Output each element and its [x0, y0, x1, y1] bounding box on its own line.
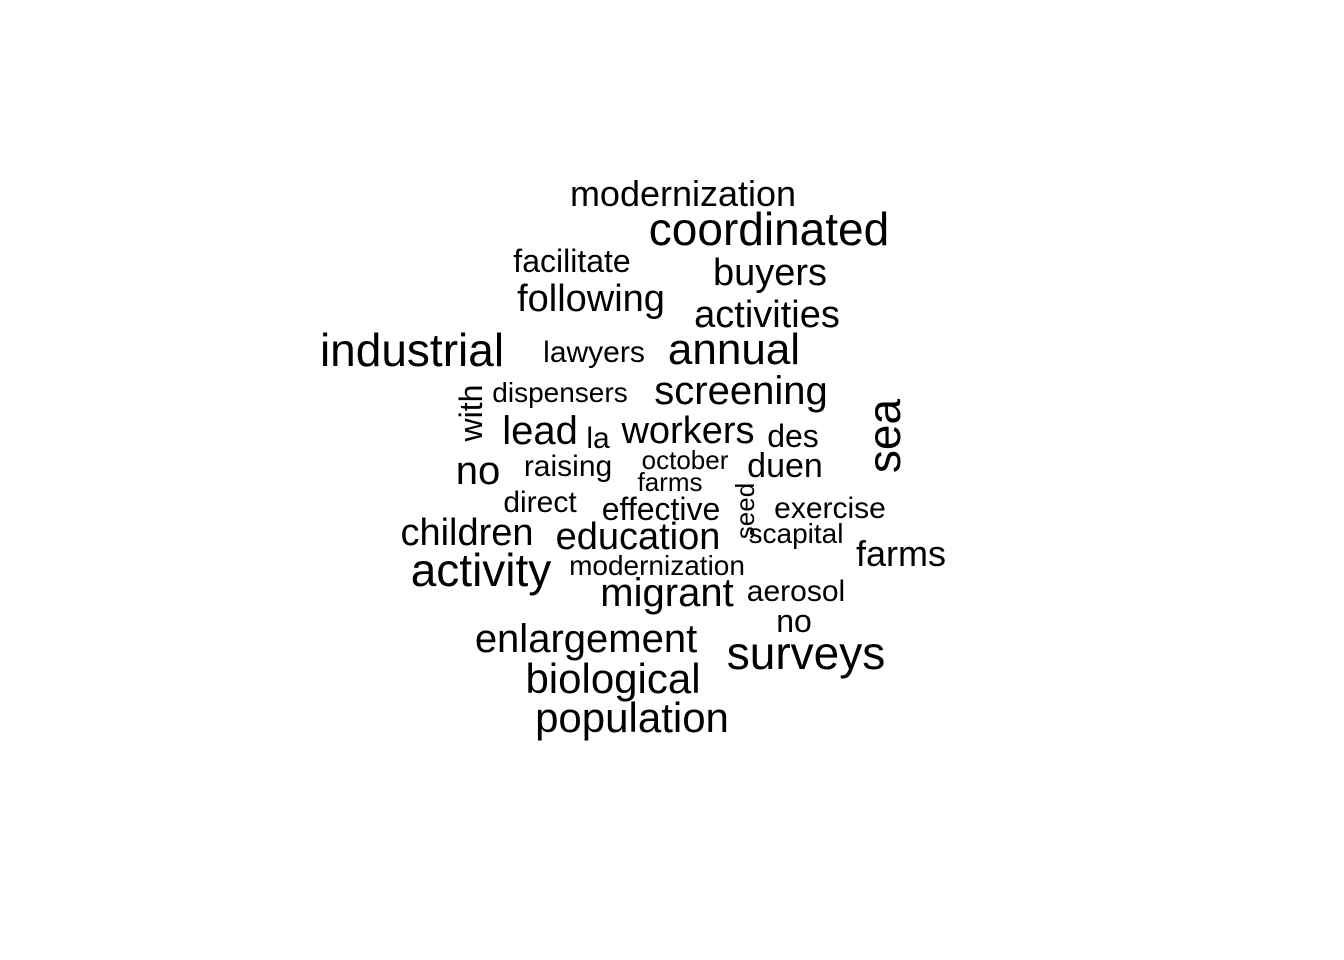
word-facilitate: facilitate: [513, 243, 631, 279]
word-biological: biological: [525, 655, 701, 702]
word-migrant: migrant: [600, 571, 734, 615]
word-buyers: buyers: [712, 252, 828, 294]
word-raising: raising: [523, 450, 613, 483]
word-exercise: exercise: [774, 492, 886, 525]
word-with: with: [453, 384, 489, 442]
word-workers: workers: [621, 410, 755, 452]
word-coordinated: coordinated: [648, 203, 890, 255]
word-activity: activity: [410, 544, 552, 596]
word-no-left: no: [455, 449, 501, 493]
word-farms-small: farms: [637, 467, 703, 497]
word-annual: annual: [667, 325, 801, 374]
word-modernization-mid: modernization: [569, 550, 745, 581]
word-lead: lead: [502, 409, 578, 453]
word-education: education: [555, 516, 721, 558]
word-screening: screening: [654, 369, 828, 413]
word-sea: sea: [858, 398, 910, 474]
word-duen: duen: [747, 447, 823, 485]
word-surveys: surveys: [726, 627, 886, 679]
word-no-right: no: [776, 603, 812, 639]
word-dispensers: dispensers: [492, 377, 628, 408]
word-direct: direct: [503, 486, 577, 519]
word-industrial: industrial: [319, 324, 505, 376]
word-modernization-top: modernization: [569, 173, 797, 214]
word-population: population: [535, 694, 729, 741]
word-children: children: [400, 512, 534, 554]
word-aerosol: aerosol: [746, 575, 846, 608]
word-october: october: [641, 445, 729, 475]
word-la: la: [586, 422, 610, 455]
word-effective: effective: [601, 491, 721, 527]
word-lawyers: lawyers: [543, 336, 645, 369]
word-enlargement: enlargement: [474, 617, 698, 661]
word-activities: activities: [694, 294, 840, 336]
word-des: des: [767, 418, 819, 454]
word-farms-large: farms: [856, 533, 946, 574]
word-scapital: scapital: [748, 518, 844, 549]
word-following: following: [517, 278, 665, 320]
